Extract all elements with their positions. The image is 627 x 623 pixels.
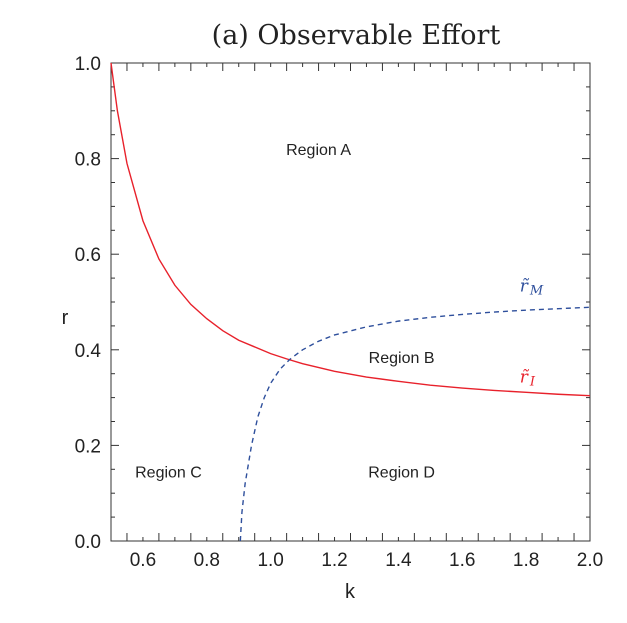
y-tick-label: 0.2 [75,436,101,457]
x-tick-label: 0.6 [130,550,156,571]
x-tick-label: 1.4 [385,550,412,571]
region-label: Region A [286,142,351,159]
x-tick-label: 1.6 [449,550,475,571]
x-tick-label: 1.2 [321,550,347,571]
region-label: Region C [135,465,202,482]
region-label: Region B [369,350,435,367]
x-tick-label: 0.8 [194,550,220,571]
x-tick-label: 1.8 [513,550,539,571]
y-axis-label: r [62,307,69,329]
y-tick-label: 0.8 [75,150,101,171]
x-tick-label: 2.0 [577,550,603,571]
y-tick-label: 0.4 [75,341,102,362]
y-tick-label: 0.0 [75,532,101,553]
y-tick-label: 0.6 [75,245,101,266]
y-tick-label: 1.0 [75,54,101,75]
series-line-r-m [239,306,591,542]
plot-area: 0.6 0.8 1.0 1.2 1.4 1.6 1.8 2.0 0.0 0.2 0.4 0.6 0.8 1… [75,54,604,571]
region-label: Region D [368,465,435,482]
series-label-r-i: r̃ I [520,368,536,390]
x-tick-label: 1.0 [257,550,283,571]
x-axis-label: k [345,581,356,603]
chart-title: (a) Observable Effort [212,20,501,51]
series-line-r-i [110,62,591,397]
series-label-r-m: r̃ M [520,276,544,298]
